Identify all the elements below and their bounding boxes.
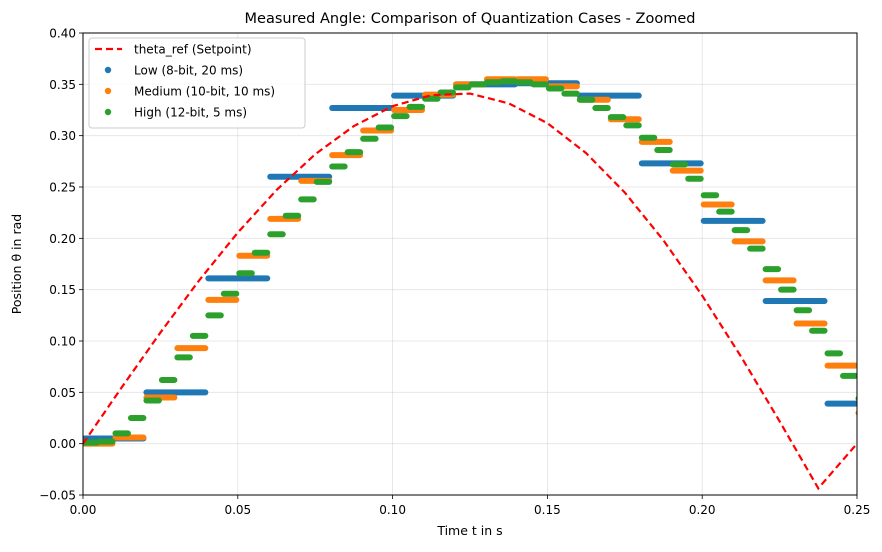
legend-dot-swatch (105, 109, 111, 115)
x-tick-label: 0.05 (224, 503, 251, 517)
y-tick-label: 0.15 (49, 283, 76, 297)
chart-title: Measured Angle: Comparison of Quantizati… (245, 11, 696, 27)
y-tick-label: −0.05 (39, 489, 76, 503)
y-tick-label: 0.00 (49, 437, 76, 451)
legend: theta_ref (Setpoint) Low (8-bit, 20 ms) Me… (89, 38, 305, 128)
y-tick-label: 0.20 (49, 232, 76, 246)
x-tick-label: 0.10 (379, 503, 406, 517)
y-tick-label: 0.25 (49, 181, 76, 195)
x-tick-label: 0.25 (844, 503, 871, 517)
y-tick-label: 0.40 (49, 27, 76, 41)
x-axis-label: Time t in s (436, 523, 502, 538)
legend-dot-swatch (105, 88, 111, 94)
legend-label: High (12-bit, 5 ms) (134, 106, 247, 120)
y-axis-label: Position θ in rad (9, 214, 24, 314)
legend-label: Medium (10-bit, 10 ms) (134, 85, 275, 99)
y-tick-label: 0.35 (49, 78, 76, 92)
x-tick-label: 0.15 (534, 503, 561, 517)
legend-dot-swatch (105, 67, 111, 73)
legend-label: Low (8-bit, 20 ms) (134, 64, 243, 78)
x-tick-label: 0.20 (689, 503, 716, 517)
y-tick-label: 0.05 (49, 386, 76, 400)
y-tick-label: 0.10 (49, 335, 76, 349)
y-tick-label: 0.30 (49, 129, 76, 143)
legend-label: theta_ref (Setpoint) (134, 43, 252, 57)
x-tick-label: 0.00 (70, 503, 97, 517)
